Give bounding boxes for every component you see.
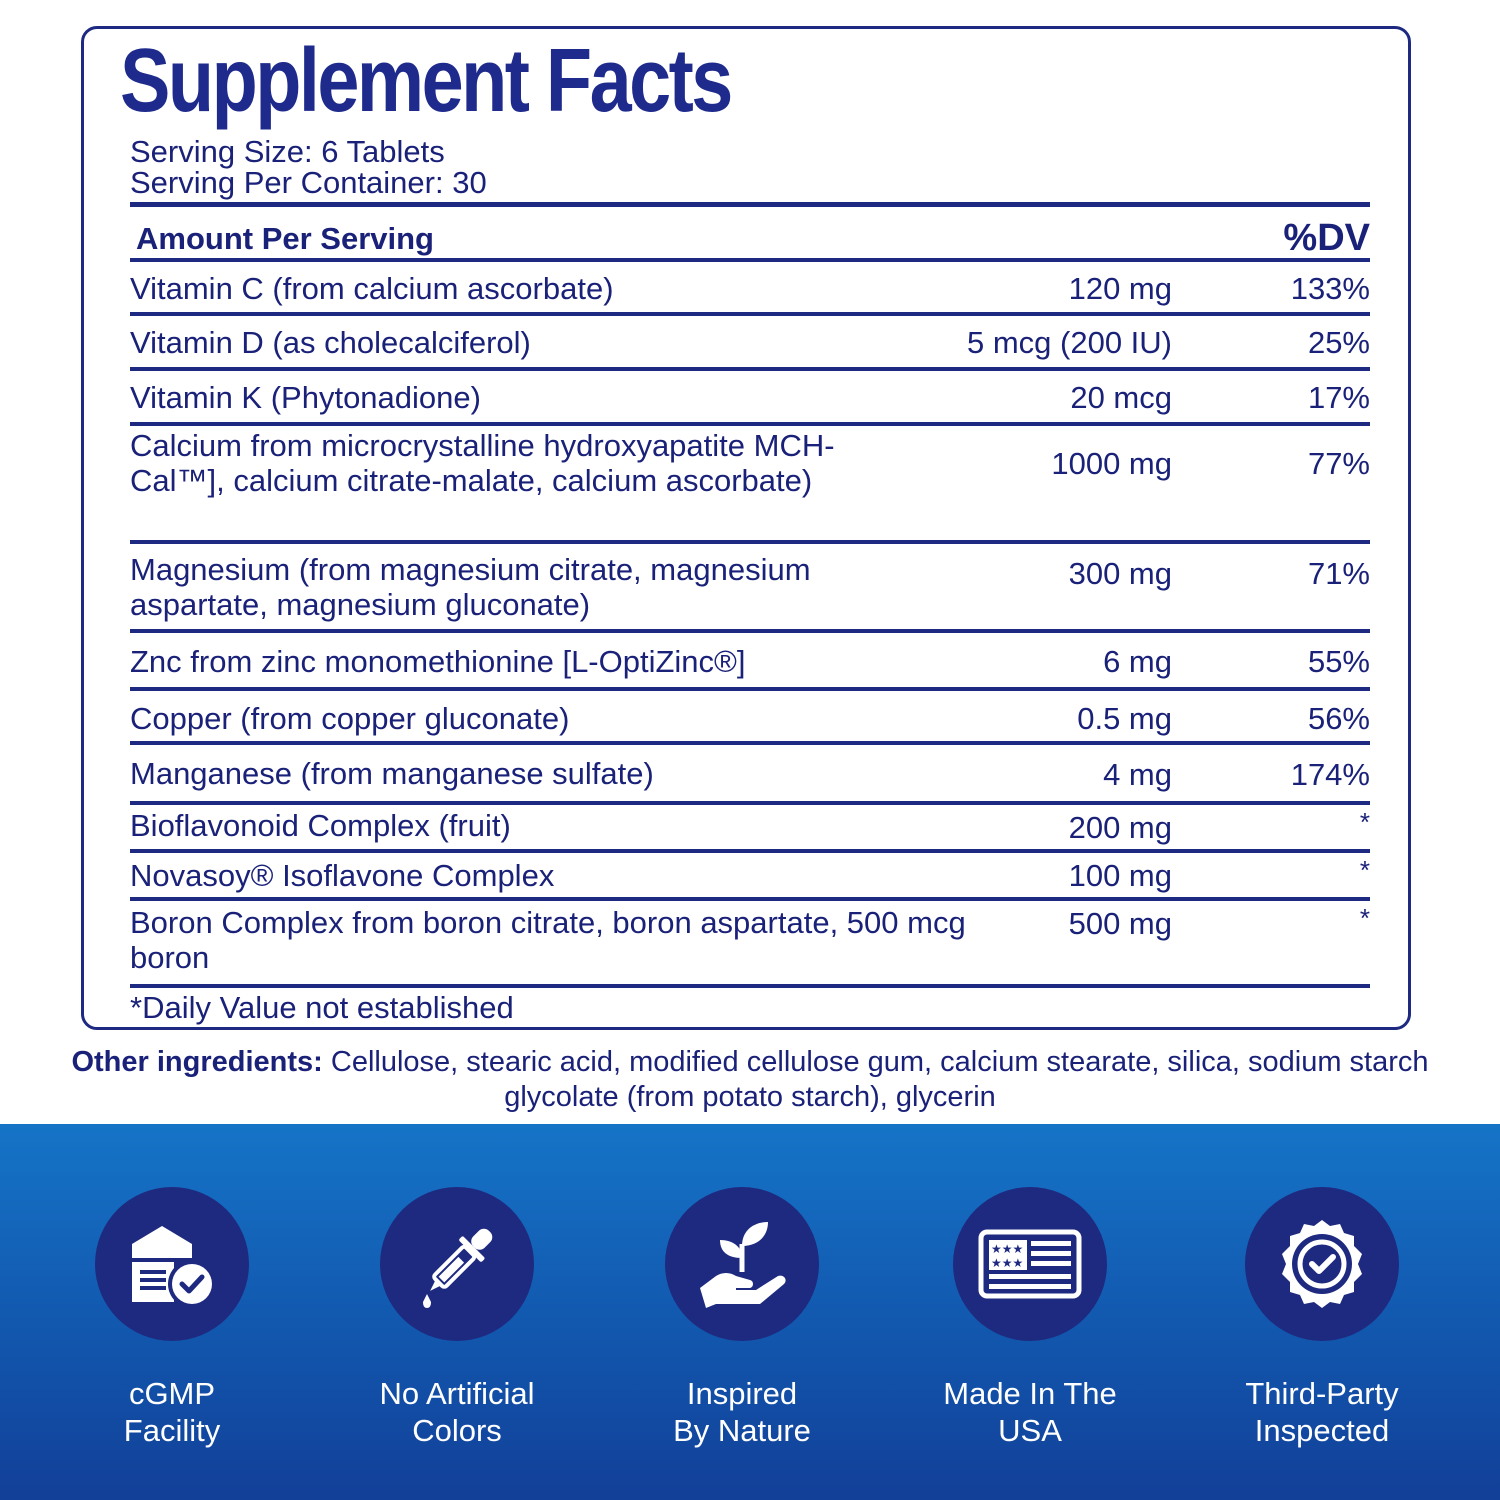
badge-circle: ★★★ ★★★ [953, 1187, 1107, 1341]
badge-label: Third-Party Inspected [1245, 1376, 1399, 1448]
nutrient-dv: 56% [1307, 701, 1370, 736]
nutrient-name: Vitamin D (as cholecalciferol) [130, 325, 531, 360]
badge-circle [380, 1187, 534, 1341]
table-row: Magnesium (from magnesium citrate, magne… [130, 544, 1370, 633]
nutrient-amount: 120 mg [1068, 271, 1172, 306]
other-ingredients-label: Other ingredients: [71, 1046, 323, 1078]
nutrient-name: Vitamin K (Phytonadione) [130, 380, 481, 415]
nutrient-dv: 17% [1307, 380, 1370, 415]
nutrient-amount: 4 mg [1103, 757, 1172, 792]
nutrient-amount: 0.5 mg [1077, 701, 1172, 736]
nutrient-dv: 77% [1307, 446, 1370, 481]
badge-made-in-usa: ★★★ ★★★ Made In The USA [880, 1187, 1180, 1449]
svg-text:★★★: ★★★ [991, 1256, 1023, 1270]
badge-no-artificial-colors: No Artificial Colors [307, 1187, 607, 1449]
nutrient-dv: * [1359, 807, 1370, 837]
svg-text:★★★: ★★★ [991, 1242, 1023, 1256]
facts-table: Amount Per Serving %DV Vitamin C (from c… [130, 202, 1370, 988]
table-row: Manganese (from manganese sulfate) 4 mg … [130, 745, 1370, 805]
nutrient-dv: 133% [1290, 271, 1370, 306]
nutrient-amount: 100 mg [1068, 858, 1172, 893]
nutrient-name: Manganese (from manganese sulfate) [130, 756, 654, 791]
supplement-facts-panel [81, 26, 1411, 1030]
amount-per-serving-header: Amount Per Serving [136, 221, 434, 256]
nutrient-name: Vitamin C (from calcium ascorbate) [130, 271, 614, 306]
nutrient-amount: 1000 mg [1051, 446, 1172, 481]
nutrient-name: Magnesium (from magnesium citrate, magne… [130, 552, 811, 622]
nutrient-name: Znc from zinc monomethionine [L-OptiZinc… [130, 644, 746, 679]
other-ingredients-text: Cellulose, stearic acid, modified cellul… [330, 1046, 1429, 1113]
daily-value-footnote: *Daily Value not established [130, 990, 514, 1025]
nutrient-name: Boron Complex from boron citrate, boron … [130, 905, 966, 975]
page-title: Supplement Facts [120, 31, 733, 131]
table-row: Bioflavonoid Complex (fruit) 200 mg * [130, 805, 1370, 853]
badge-cgmp: cGMP Facility [22, 1187, 322, 1449]
nutrient-name: Bioflavonoid Complex (fruit) [130, 808, 511, 843]
table-row: Znc from zinc monomethionine [L-OptiZinc… [130, 633, 1370, 691]
badge-circle [95, 1187, 249, 1341]
nutrient-amount: 500 mg [1068, 906, 1172, 941]
badge-circle [665, 1187, 819, 1341]
nutrient-amount: 5 mcg (200 IU) [966, 325, 1172, 360]
servings-per-container: Serving Per Container: 30 [130, 165, 487, 200]
dropper-icon [423, 1228, 493, 1308]
plant-hand-icon [700, 1222, 786, 1308]
badge-label: cGMP Facility [123, 1376, 221, 1448]
nutrient-amount: 20 mcg [1070, 380, 1172, 415]
nutrient-dv: 25% [1307, 325, 1370, 360]
nutrient-dv: 55% [1307, 644, 1370, 679]
table-row: Vitamin C (from calcium ascorbate) 120 m… [130, 262, 1370, 316]
other-ingredients: Other ingredients: Cellulose, stearic ac… [60, 1045, 1440, 1115]
table-row: Calcium from microcrystalline hydroxyapa… [130, 426, 1370, 544]
table-row: Copper (from copper gluconate) 0.5 mg 56… [130, 691, 1370, 745]
nutrient-amount: 6 mg [1103, 644, 1172, 679]
table-row: Vitamin D (as cholecalciferol) 5 mcg (20… [130, 316, 1370, 371]
badge-label: Made In The USA [943, 1376, 1117, 1448]
badge-third-party-inspected: Third-Party Inspected [1172, 1187, 1472, 1449]
serving-size: Serving Size: 6 Tablets [130, 134, 445, 169]
nutrient-amount: 300 mg [1068, 556, 1172, 591]
nutrient-name: Copper (from copper gluconate) [130, 701, 570, 736]
table-row: Vitamin K (Phytonadione) 20 mcg 17% [130, 371, 1370, 426]
badge-label: No Artificial Colors [379, 1376, 535, 1448]
badge-circle [1245, 1187, 1399, 1341]
nutrient-name: Novasoy® Isoflavone Complex [130, 858, 555, 893]
nutrient-dv: 71% [1307, 556, 1370, 591]
nutrient-dv: * [1359, 855, 1370, 885]
table-row: Novasoy® Isoflavone Complex 100 mg * [130, 853, 1370, 901]
seal-check-icon [1282, 1220, 1362, 1308]
dv-header: %DV [1283, 217, 1370, 259]
facility-check-icon [132, 1226, 216, 1308]
nutrient-amount: 200 mg [1068, 810, 1172, 845]
nutrient-dv: * [1359, 903, 1370, 933]
nutrient-dv: 174% [1290, 757, 1370, 792]
serving-info: Serving Size: 6 Tablets Serving Per Cont… [130, 136, 487, 198]
badge-label: Inspired By Nature [673, 1376, 811, 1448]
table-row: Boron Complex from boron citrate, boron … [130, 901, 1370, 988]
usa-flag-icon: ★★★ ★★★ [978, 1229, 1082, 1299]
badge-inspired-by-nature: Inspired By Nature [592, 1187, 892, 1449]
nutrient-name: Calcium from microcrystalline hydroxyapa… [130, 428, 835, 498]
table-header: Amount Per Serving %DV [130, 207, 1370, 262]
